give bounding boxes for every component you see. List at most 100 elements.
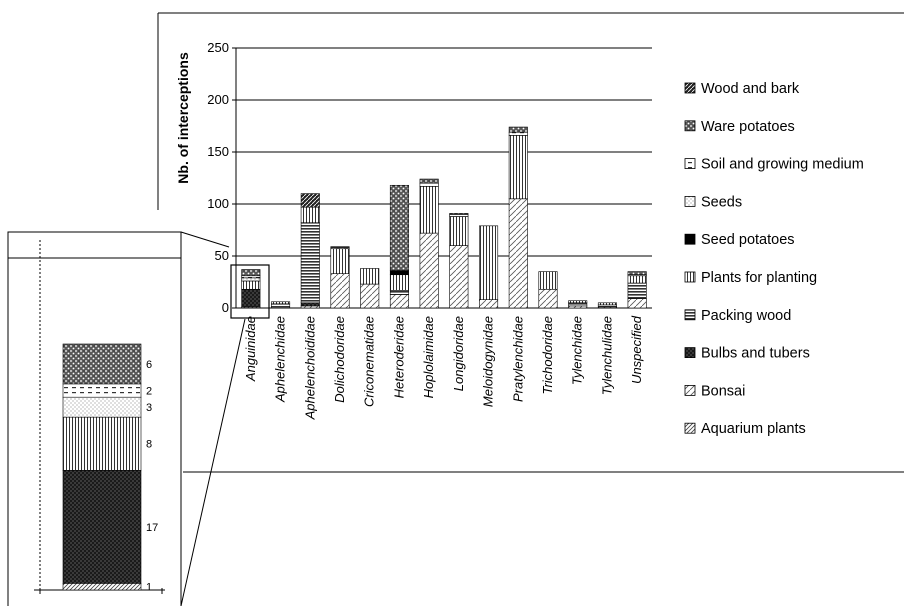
x-tick-label: Dolichodoridae (332, 316, 347, 403)
bar-segment (419, 178, 439, 184)
bar-segment (389, 290, 409, 295)
x-tick-label: Longidoridae (451, 316, 466, 391)
bar-segment (627, 271, 647, 276)
y-tick-label: 0 (222, 300, 229, 315)
bar-segment (449, 213, 469, 215)
y-tick-label: 200 (207, 92, 229, 107)
bar-segment (389, 294, 409, 309)
bar-segment (271, 303, 291, 309)
y-axis-title: Nb. of interceptions (175, 52, 191, 184)
inset-value-label: 6 (146, 359, 152, 371)
inset-segment (62, 583, 142, 591)
inset-segment (62, 416, 142, 471)
bar-segment (597, 302, 617, 306)
legend-entry: Seeds (701, 194, 742, 210)
inset-value-label: 1 (146, 582, 152, 594)
bar-segment (360, 268, 380, 285)
bar-segment (300, 206, 320, 224)
bar-segment (479, 225, 499, 300)
legend-entry: Seed potatoes (701, 232, 795, 248)
x-tick-label: Pratylenchidae (510, 316, 525, 402)
x-tick-label: Heteroderidae (391, 316, 406, 398)
legend-swatch (684, 347, 696, 359)
x-tick-label: Tylenchulidae (599, 316, 614, 395)
x-tick-label: Anguinidae (243, 316, 258, 382)
bar-segment (241, 275, 261, 279)
legend-swatch (684, 384, 696, 396)
legend-swatch (684, 233, 696, 245)
bar-segment (300, 305, 320, 309)
bar-segment (241, 280, 261, 290)
y-tick-label: 250 (207, 40, 229, 55)
legend: Wood and bark Ware potatoes Soil and growi… (684, 81, 864, 437)
legend-swatch (684, 422, 696, 434)
x-tick-label: Unspecified (629, 315, 644, 384)
inset-value-label: 2 (146, 386, 152, 398)
legend-swatch (684, 195, 696, 207)
inset-segment (62, 470, 142, 584)
bar-segment (449, 216, 469, 246)
bar-segment (300, 193, 320, 208)
bar-segment (241, 277, 261, 282)
inset-value-label: 17 (146, 522, 158, 534)
zoom-line-top (180, 231, 230, 248)
bar-segment (568, 300, 588, 304)
x-tick-label: Criconematidae (362, 316, 377, 407)
legend-entry: Bulbs and tubers (701, 346, 810, 362)
bar-segment (627, 282, 647, 299)
legend-swatch (684, 120, 696, 132)
bar-segment (271, 301, 291, 305)
bar-segment (508, 131, 528, 136)
y-tick-label: 100 (207, 196, 229, 211)
bar-segment (389, 274, 409, 291)
bar-segment (241, 269, 261, 277)
x-tick-label: Meloidogynidae (481, 316, 496, 407)
legend-swatch (684, 158, 696, 170)
bar-segment (419, 186, 439, 234)
x-tick-label: Trichodoridae (540, 316, 555, 395)
bar-segment (508, 126, 528, 133)
bar-segment (300, 302, 320, 307)
bar-segment (538, 288, 558, 309)
inset-highlight-box (230, 264, 270, 319)
legend-entry: Aquarium plants (701, 421, 806, 437)
bar-segment (508, 198, 528, 309)
bar-segment (568, 305, 588, 309)
bar-segment (538, 271, 558, 290)
bar-segment (389, 270, 409, 276)
y-tick-label: 50 (215, 248, 229, 263)
bar-segment (627, 298, 647, 309)
x-tick-label: Tylenchidae (570, 316, 585, 385)
inset-value-label: 3 (146, 402, 152, 414)
bar-segment (389, 184, 409, 271)
legend-swatch (684, 309, 696, 321)
bar-segment (419, 182, 439, 187)
bar-segment (241, 288, 261, 308)
bar-segment (330, 246, 350, 248)
plot-area: 0 50 100 150 200 250 Anguinidae Aphelenchidae Ap… (207, 40, 652, 420)
bar-segment (449, 214, 469, 217)
bar-segment (360, 283, 380, 309)
legend-swatch (684, 271, 696, 283)
legend-entry: Soil and growing medium (701, 157, 864, 173)
bar-segment (597, 304, 617, 308)
bar-segment (419, 232, 439, 309)
bar-segment (508, 135, 528, 200)
legend-swatch (684, 82, 696, 94)
x-tick-label: Aphelenchoididae (302, 316, 317, 420)
bar-segment (330, 273, 350, 309)
inset-segment (62, 343, 142, 385)
inset-value-label: 8 (146, 439, 152, 451)
bar-segment (479, 299, 499, 309)
inset-segment (62, 396, 142, 418)
x-tick-label: Aphelenchidae (273, 316, 288, 403)
legend-entry: Plants for planting (701, 270, 817, 286)
legend-entry: Packing wood (701, 308, 791, 324)
legend-entry: Wood and bark (701, 81, 800, 97)
zoom-line-bottom (180, 318, 246, 607)
legend-entry: Bonsai (701, 383, 745, 399)
inset-plot: 1 17 8 3 2 6 (8, 240, 181, 594)
bar-segment (627, 275, 647, 284)
